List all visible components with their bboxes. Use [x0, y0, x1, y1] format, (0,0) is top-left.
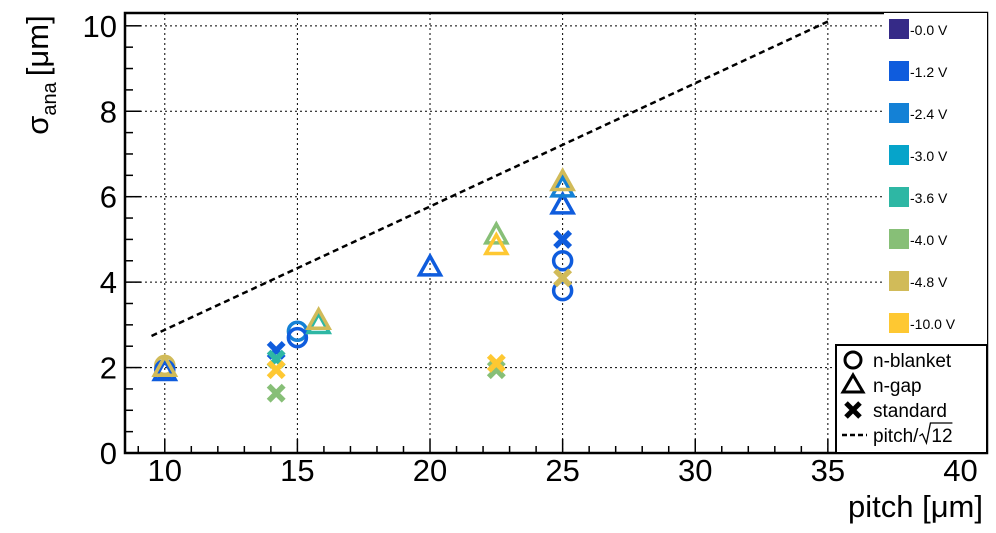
reference-line-pitch-sqrt12 — [150, 20, 829, 338]
color-swatch — [889, 187, 909, 207]
legend-label: pitch/ — [873, 426, 919, 447]
legend-sqrt-arg: 12 — [931, 426, 952, 447]
y-axis-title: σana [μm] — [20, 15, 61, 134]
color-scale-label: -4.8 V — [910, 274, 948, 290]
color-swatch — [889, 313, 909, 333]
x-tick-label: 20 — [413, 453, 447, 488]
color-swatch — [889, 19, 909, 39]
legend-label: n-gap — [873, 376, 922, 397]
data-point-triangle — [482, 220, 510, 245]
x-tick-label: 15 — [280, 453, 314, 488]
y-tick-label: 4 — [100, 265, 117, 300]
legend-cross-icon — [844, 401, 862, 419]
legend-circle-icon — [843, 350, 863, 370]
data-point-cross — [486, 353, 506, 373]
reference-line-layer — [150, 20, 829, 338]
color-swatch — [889, 61, 909, 81]
x-tick-label: 10 — [148, 453, 182, 488]
color-swatch — [889, 229, 909, 249]
color-scale-label: -3.6 V — [910, 190, 948, 206]
y-axis-symbol: σ — [20, 116, 55, 135]
legend-triangle-icon — [840, 372, 866, 394]
x-tick-label: 30 — [678, 453, 712, 488]
data-point-circle — [286, 326, 309, 349]
color-swatch — [889, 145, 909, 165]
color-scale-label: -10.0 V — [910, 316, 956, 332]
data-point-triangle — [549, 167, 577, 192]
color-scale-label: -0.0 V — [910, 22, 948, 38]
color-scale-label: -1.2 V — [910, 64, 948, 80]
data-point-triangle — [549, 173, 577, 198]
x-tick-label: 35 — [811, 453, 845, 488]
data-point-triangle — [151, 357, 179, 382]
data-point-circle — [551, 250, 574, 272]
data-point-cross — [553, 229, 573, 249]
data-point-cross — [553, 268, 573, 288]
x-tick-label: 40 — [943, 453, 977, 488]
y-tick-label: 8 — [100, 94, 117, 129]
color-swatch — [889, 271, 909, 291]
legend-label: n-blanket — [873, 351, 952, 372]
data-point-triangle — [305, 310, 333, 335]
data-point-triangle — [151, 352, 179, 378]
y-tick-label: 10 — [83, 9, 117, 44]
data-point-triangle — [416, 252, 444, 277]
axis-ticks: 10 15 20 25 30 35 40 0 2 4 6 8 10 — [83, 9, 988, 488]
color-scale-label: -2.4 V — [910, 106, 948, 122]
color-scale-legend: -0.0 V -1.2 V -2.4 V -3.0 V -3.6 V -4.0 V -4.8… — [884, 13, 987, 345]
color-swatch — [889, 103, 909, 123]
y-tick-label: 6 — [100, 180, 117, 215]
data-point-cross — [266, 360, 286, 380]
marker-legend: n-blanket n-gap standard pitch/12 — [835, 344, 988, 454]
data-point-triangle — [549, 190, 577, 215]
data-point-triangle — [305, 305, 333, 331]
data-point-cross — [266, 383, 286, 403]
y-axis-subscript: ana — [39, 81, 61, 115]
color-scale-label: -3.0 V — [910, 148, 948, 164]
x-tick-label: 25 — [545, 453, 579, 488]
legend-label: standard — [873, 401, 947, 422]
color-scale-label: -4.0 V — [910, 232, 948, 248]
y-tick-label: 0 — [100, 436, 117, 471]
data-point-circle — [286, 320, 309, 343]
y-tick-label: 2 — [100, 351, 117, 386]
x-axis-title: pitch [μm] — [848, 489, 983, 524]
data-point-triangle — [482, 231, 510, 256]
sqrt-sign — [919, 422, 953, 446]
y-axis-unit: [μm] — [20, 15, 55, 76]
data-points — [151, 167, 577, 403]
